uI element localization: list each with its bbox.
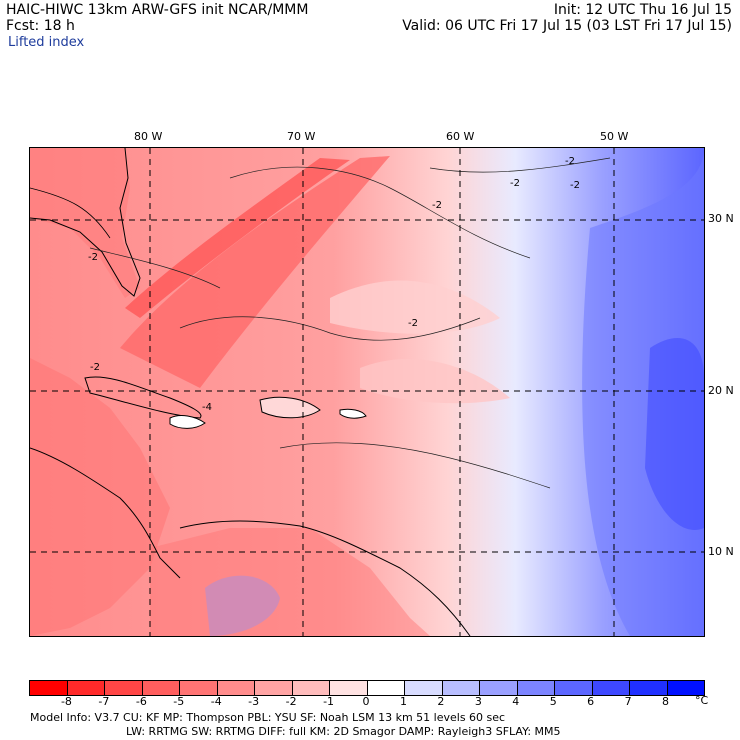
longitude-label: 60 W bbox=[446, 130, 475, 143]
contour-label: -2 bbox=[510, 178, 520, 189]
colorbar-cell bbox=[255, 681, 293, 695]
latitude-label: 10 N bbox=[708, 545, 734, 558]
colorbar-tick-label: 2 bbox=[437, 695, 445, 708]
stable-core bbox=[645, 338, 704, 530]
colorbar-tick-label: 0 bbox=[362, 695, 370, 708]
colorbar-tick-label: -7 bbox=[98, 695, 110, 708]
colorbar bbox=[29, 680, 705, 696]
colorbar-tick-label: -8 bbox=[60, 695, 72, 708]
colorbar-cell bbox=[517, 681, 555, 695]
contour-line bbox=[179, 316, 481, 341]
model-info-line-2: LW: RRTMG SW: RRTMG DIFF: full KM: 2D Sm… bbox=[126, 725, 561, 738]
graticule bbox=[30, 148, 704, 636]
contour-label: -2 bbox=[88, 252, 98, 263]
latitude-label: 30 N bbox=[708, 212, 734, 225]
colorbar-cell bbox=[292, 681, 330, 695]
island-jamaica bbox=[169, 415, 206, 429]
field-name: Lifted index bbox=[8, 35, 85, 50]
stable-patch-south bbox=[205, 575, 280, 636]
colorbar-tick-label: -3 bbox=[248, 695, 260, 708]
colorbar-cell bbox=[442, 681, 480, 695]
colorbar-cell bbox=[217, 681, 255, 695]
stable-patch bbox=[360, 359, 510, 404]
unstable-band bbox=[120, 156, 390, 388]
colorbar-unit: °C bbox=[695, 694, 709, 707]
colorbar-cell bbox=[405, 681, 443, 695]
colorbar-tick-label: 4 bbox=[512, 695, 520, 708]
colorbar-cell bbox=[630, 681, 668, 695]
colorbar-tick-label: -1 bbox=[323, 695, 335, 708]
stable-patch bbox=[330, 280, 500, 334]
unstable-core bbox=[125, 158, 350, 318]
forecast-hour: Fcst: 18 h bbox=[6, 18, 75, 34]
contour-line bbox=[89, 247, 221, 289]
colorbar-cell bbox=[330, 681, 368, 695]
colorbar-tick-label: -5 bbox=[173, 695, 185, 708]
colorbar-tick-label: 8 bbox=[662, 695, 670, 708]
colorbar-cell bbox=[555, 681, 593, 695]
colorbar-tick-label: -2 bbox=[285, 695, 297, 708]
colorbar-tick-label: 7 bbox=[624, 695, 632, 708]
contour-line bbox=[429, 157, 611, 173]
island-puerto-rico bbox=[339, 408, 367, 419]
coastline-florida bbox=[30, 148, 141, 297]
lifted-index-map: -2 -2 -2 -2 -2 -2 -4 -2 bbox=[29, 147, 705, 637]
island-hispaniola bbox=[259, 396, 321, 419]
longitude-label: 50 W bbox=[600, 130, 629, 143]
colorbar-cell bbox=[592, 681, 630, 695]
coastline-central-america bbox=[30, 447, 181, 579]
contour-label: -2 bbox=[565, 156, 575, 167]
colorbar-tick-label: 1 bbox=[399, 695, 407, 708]
latitude-label: 20 N bbox=[708, 384, 734, 397]
valid-time: Valid: 06 UTC Fri 17 Jul 15 (03 LST Fri … bbox=[402, 18, 732, 34]
model-info-line-1: Model Info: V3.7 CU: KF MP: Thompson PBL… bbox=[30, 711, 506, 724]
colorbar-cell bbox=[105, 681, 143, 695]
colorbar-cell bbox=[367, 681, 405, 695]
colorbar-cell bbox=[480, 681, 518, 695]
map-canvas: -2 -2 -2 -2 -2 -2 -4 -2 bbox=[30, 148, 704, 636]
colorbar-tick-label: 5 bbox=[549, 695, 557, 708]
colorbar-tick-label: -4 bbox=[210, 695, 222, 708]
contour-label: -2 bbox=[408, 318, 418, 329]
colorbar-cell bbox=[30, 681, 68, 695]
contour-line bbox=[279, 442, 551, 489]
land-south-america bbox=[150, 528, 430, 636]
contour-label: -2 bbox=[432, 200, 442, 211]
colorbar-cell bbox=[667, 681, 704, 695]
colorbar-cell bbox=[142, 681, 180, 695]
longitude-label: 80 W bbox=[134, 130, 163, 143]
land-southeast-us bbox=[30, 148, 140, 298]
colorbar-cell bbox=[67, 681, 105, 695]
contour-label: -4 bbox=[202, 402, 212, 413]
colorbar-tick-label: -6 bbox=[135, 695, 147, 708]
coastline-south-america bbox=[179, 520, 471, 636]
map-title: HAIC-HIWC 13km ARW-GFS init NCAR/MMM bbox=[6, 2, 309, 18]
state-border bbox=[30, 187, 111, 239]
contour-label: -2 bbox=[90, 362, 100, 373]
init-time: Init: 12 UTC Thu 16 Jul 15 bbox=[553, 2, 732, 18]
contour-label: -2 bbox=[570, 180, 580, 191]
coastline-cuba bbox=[84, 376, 202, 419]
colorbar-cell bbox=[180, 681, 218, 695]
colorbar-tick-label: 6 bbox=[587, 695, 595, 708]
longitude-label: 70 W bbox=[287, 130, 316, 143]
colorbar-tick-label: 3 bbox=[474, 695, 482, 708]
land-central-america bbox=[30, 358, 170, 636]
contour-line bbox=[229, 166, 531, 259]
